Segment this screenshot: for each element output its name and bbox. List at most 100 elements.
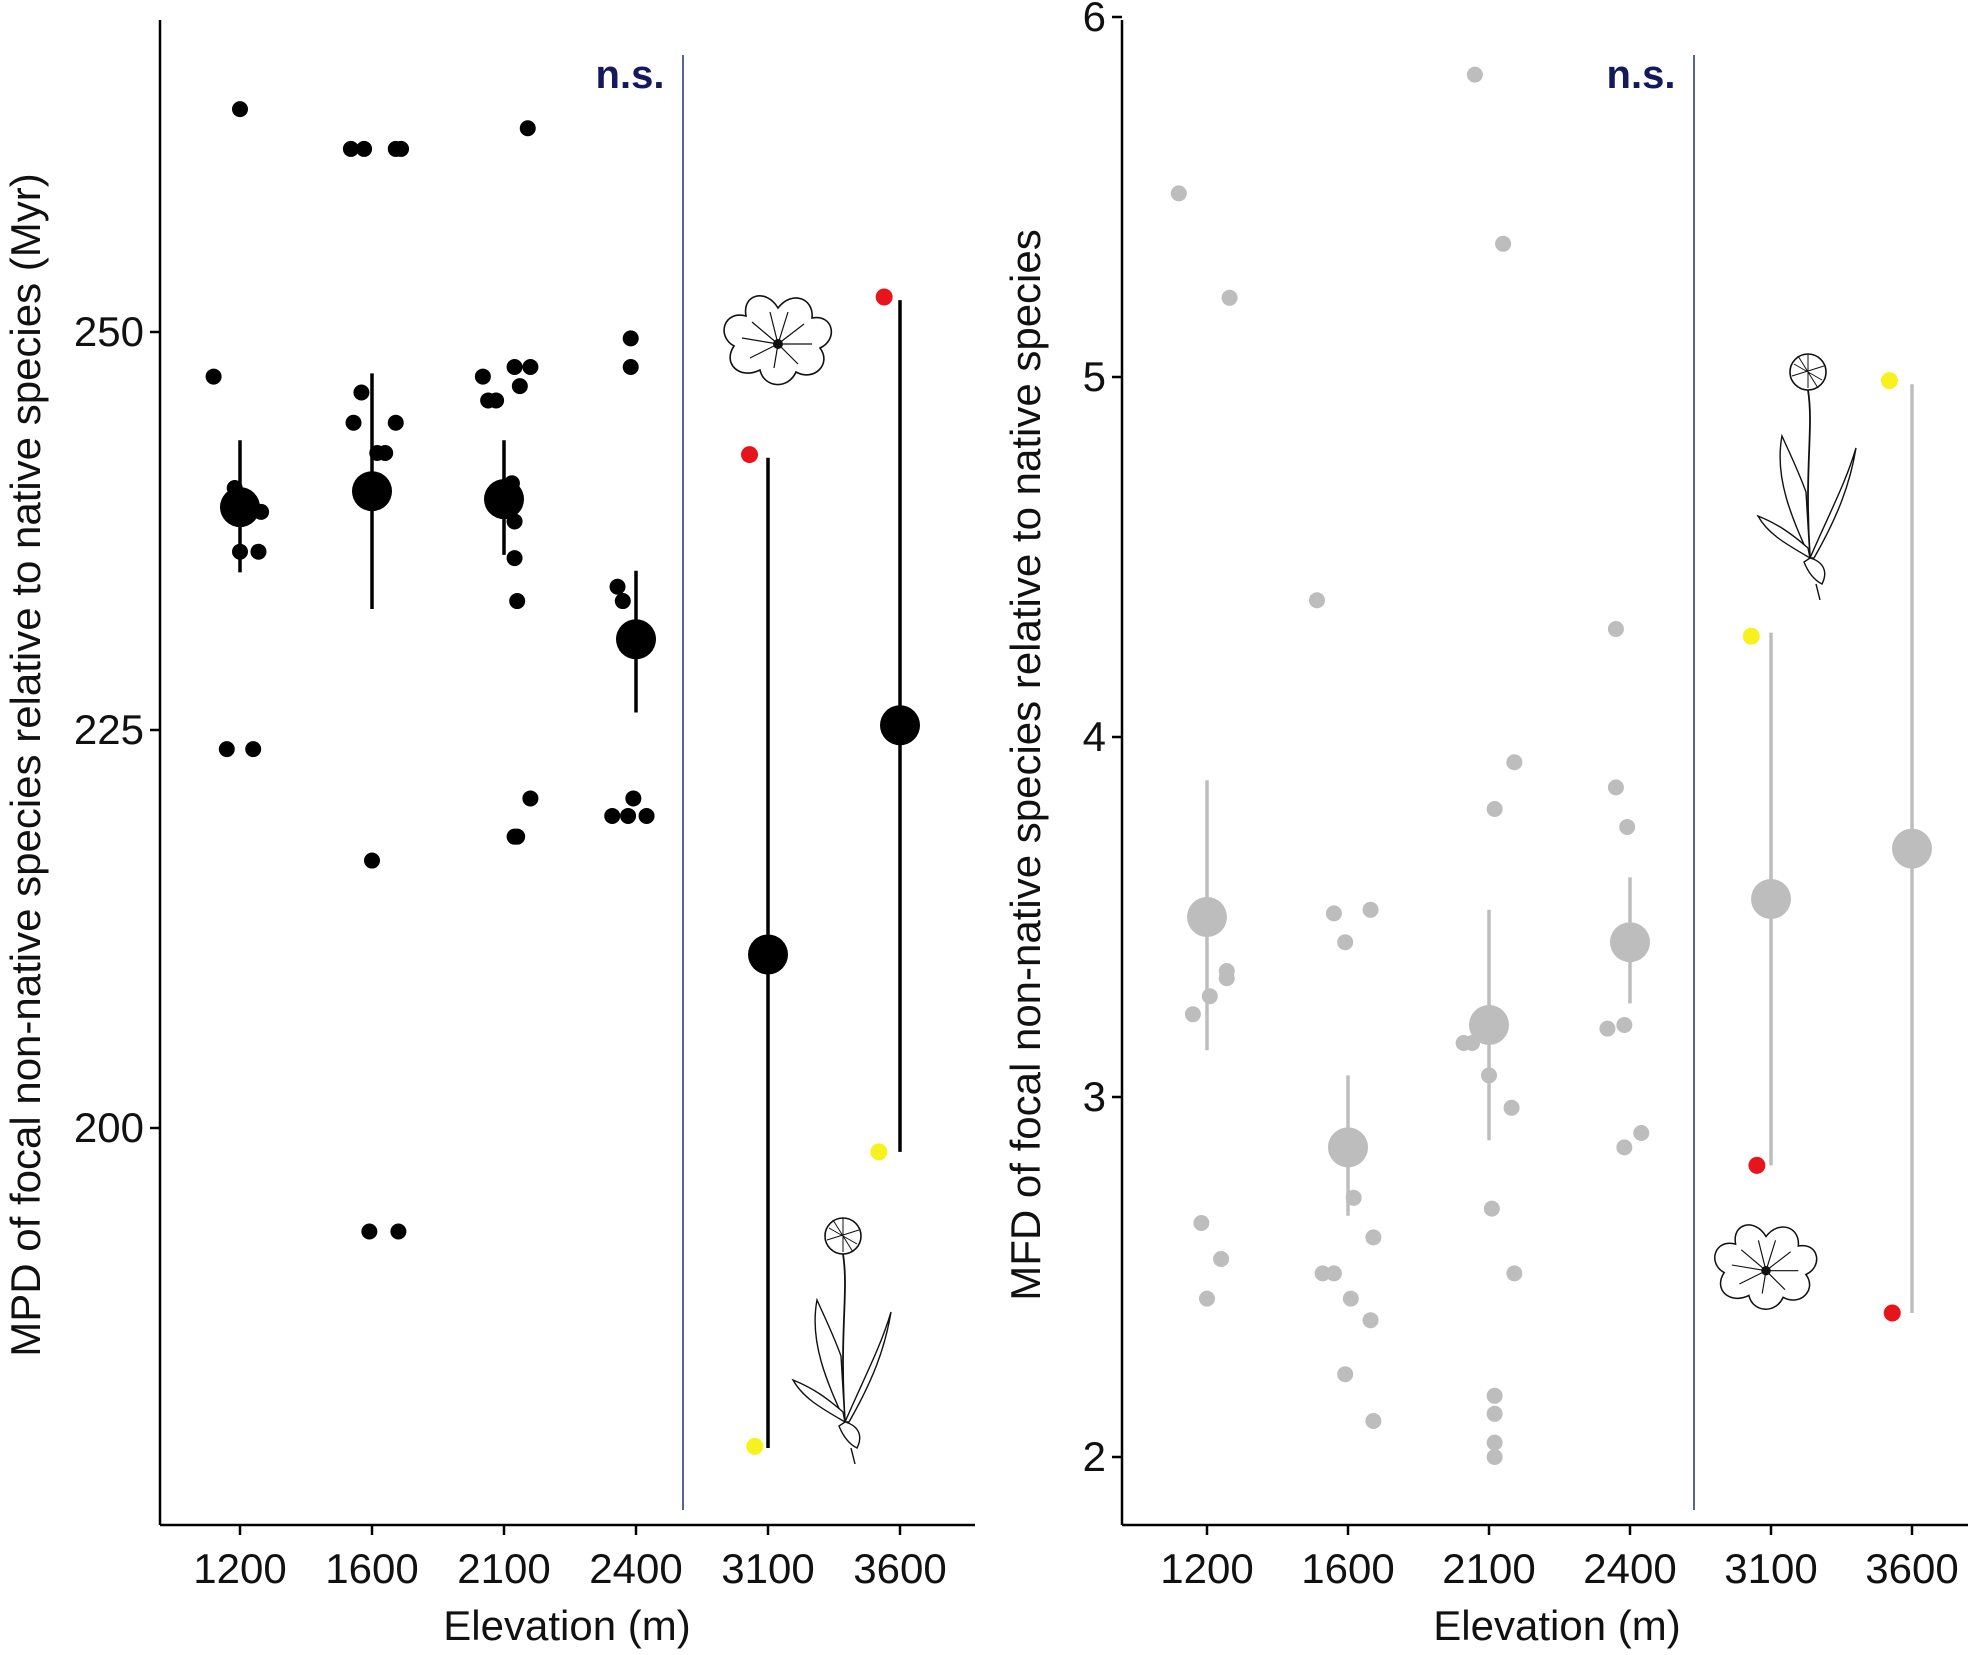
data-point xyxy=(377,444,394,461)
data-point xyxy=(509,828,526,845)
x-tick-label: 2100 xyxy=(1442,1545,1535,1592)
y-axis-title: MPD of focal non-native species relative… xyxy=(2,173,49,1357)
mean-point xyxy=(1469,1005,1509,1045)
data-point xyxy=(625,790,642,807)
x-axis-title: Elevation (m) xyxy=(1433,1602,1680,1649)
x-tick-label: 1600 xyxy=(325,1545,418,1592)
y-tick-label: 2 xyxy=(1083,1433,1106,1480)
data-point xyxy=(1193,1215,1210,1231)
data-point xyxy=(509,593,526,610)
data-point xyxy=(1362,1312,1379,1329)
data-point xyxy=(1506,1265,1523,1282)
data-point xyxy=(614,593,631,610)
mean-point xyxy=(352,471,392,512)
data-point xyxy=(622,330,639,347)
data-point xyxy=(609,578,626,595)
data-point xyxy=(1365,1229,1382,1246)
data-point xyxy=(488,392,505,409)
highlight-point-red xyxy=(875,288,893,306)
flower-head-icon xyxy=(1714,1224,1818,1310)
data-point xyxy=(1325,1265,1342,1282)
data-point xyxy=(1221,289,1238,306)
highlight-point-yellow xyxy=(870,1143,888,1161)
data-point xyxy=(353,384,370,401)
data-point xyxy=(1365,1413,1382,1429)
data-point xyxy=(620,807,637,824)
data-point xyxy=(1607,779,1624,796)
data-point xyxy=(1170,185,1187,202)
mean-point xyxy=(484,479,524,520)
data-point xyxy=(1199,1290,1215,1307)
mean-point xyxy=(1892,828,1932,869)
data-point xyxy=(1599,1020,1616,1037)
x-tick-label: 1600 xyxy=(1301,1545,1394,1592)
data-point xyxy=(245,741,262,758)
mean-point xyxy=(1187,897,1227,937)
data-point xyxy=(1184,1006,1201,1023)
y-axis-title: MFD of focal non-native species relative… xyxy=(1002,229,1049,1301)
data-point xyxy=(1607,621,1624,637)
data-point xyxy=(522,790,539,807)
data-point xyxy=(1619,819,1636,835)
x-tick-label: 1200 xyxy=(1160,1545,1253,1592)
x-tick-label: 2400 xyxy=(589,1545,682,1592)
dandelion-plant-icon xyxy=(792,1217,892,1465)
highlight-point-yellow xyxy=(1880,372,1898,390)
data-point xyxy=(205,368,222,385)
data-point xyxy=(506,359,523,376)
data-point xyxy=(1486,1405,1503,1422)
mean-point xyxy=(616,619,656,660)
x-tick-label: 3100 xyxy=(1724,1545,1817,1592)
data-point xyxy=(1466,66,1483,83)
x-tick-label: 1200 xyxy=(193,1545,286,1592)
data-point xyxy=(522,359,539,376)
y-tick-label: 6 xyxy=(1083,0,1106,40)
data-point xyxy=(1201,988,1218,1005)
data-point xyxy=(511,378,528,395)
y-tick-label: 200 xyxy=(74,1104,144,1151)
data-point xyxy=(1337,934,1354,951)
significance-label: n.s. xyxy=(1607,53,1676,97)
data-point xyxy=(345,414,362,431)
mean-point xyxy=(220,487,260,528)
data-point xyxy=(393,140,410,157)
mean-point xyxy=(880,705,920,746)
flower-head-icon xyxy=(723,295,833,386)
y-tick-label: 250 xyxy=(74,308,144,355)
x-tick-label: 3100 xyxy=(721,1545,814,1592)
data-point xyxy=(1486,1434,1503,1451)
x-tick-label: 2100 xyxy=(457,1545,550,1592)
data-point xyxy=(387,414,404,431)
data-point xyxy=(232,101,248,118)
data-point xyxy=(250,543,267,560)
highlight-point-red xyxy=(1883,1304,1901,1322)
y-tick-label: 5 xyxy=(1083,353,1106,400)
x-axis-title: Elevation (m) xyxy=(443,1602,690,1649)
data-point xyxy=(1362,901,1379,918)
dandelion-plant-icon xyxy=(1757,353,1857,601)
data-point xyxy=(1616,1017,1633,1033)
data-point xyxy=(361,1223,378,1240)
mean-point xyxy=(1610,922,1650,963)
data-point xyxy=(474,368,491,385)
y-tick-label: 225 xyxy=(74,706,144,753)
significance-label: n.s. xyxy=(596,53,665,97)
data-point xyxy=(1213,1251,1230,1267)
x-tick-label: 3600 xyxy=(1865,1545,1958,1592)
data-point xyxy=(506,550,523,567)
data-point xyxy=(1325,905,1342,922)
data-point xyxy=(1486,1449,1503,1465)
highlight-point-yellow xyxy=(1742,627,1760,645)
mean-point xyxy=(1328,1127,1368,1168)
y-tick-label: 4 xyxy=(1083,713,1106,760)
right-panel: 2 3 4 5 6 1200 1600 2100 2400 3100 3600 Elevation (… xyxy=(1002,0,1968,1649)
mean-point xyxy=(1751,879,1791,919)
x-tick-label: 3600 xyxy=(853,1545,946,1592)
data-point xyxy=(1483,1200,1500,1217)
data-point xyxy=(1616,1139,1633,1156)
data-point xyxy=(218,741,235,758)
data-point xyxy=(604,807,621,824)
data-point xyxy=(1337,1366,1354,1383)
highlight-point-yellow xyxy=(746,1437,764,1455)
